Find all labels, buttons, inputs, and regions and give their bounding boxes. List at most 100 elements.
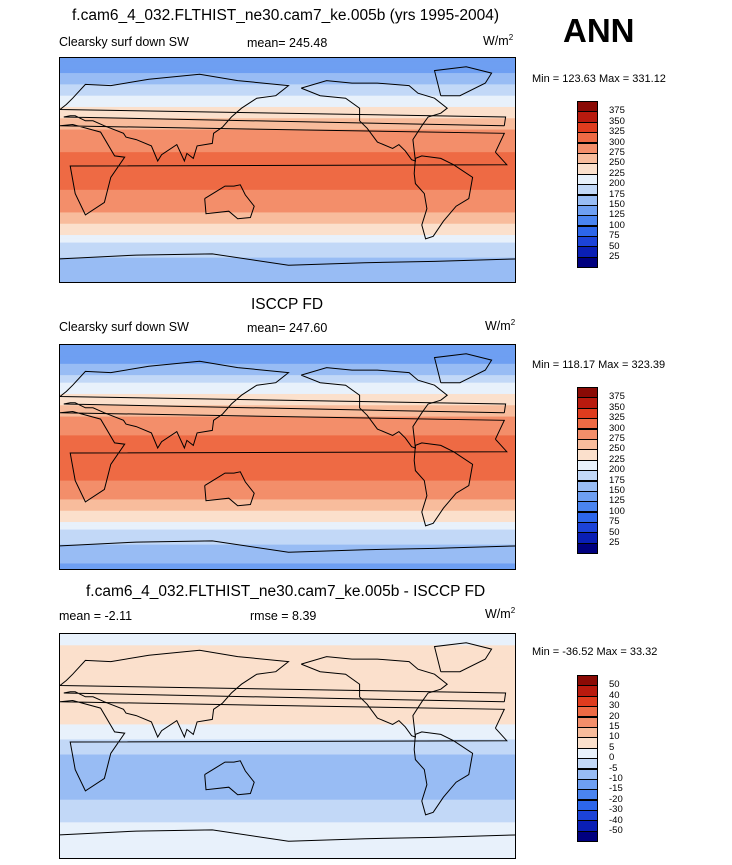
latitude-band [60, 799, 515, 805]
colorbar-tick-label: 50 [609, 240, 620, 252]
latitude-band [60, 193, 515, 198]
latitude-band [60, 76, 515, 82]
panel-2-mean-label: mean= 247.60 [247, 321, 328, 335]
coastline [60, 540, 515, 553]
colorbar-tick-label: 15 [609, 721, 620, 732]
panel-2-map [59, 344, 516, 570]
latitude-band [60, 671, 515, 677]
panel-3-map [59, 633, 516, 859]
colorbar-tick-label: 125 [609, 209, 625, 221]
latitude-band [60, 495, 515, 501]
panel-1-units: W/m2 [483, 33, 514, 49]
latitude-band [60, 679, 515, 684]
coastline [204, 184, 255, 220]
latitude-band [60, 698, 515, 703]
latitude-band [60, 811, 515, 816]
latitude-band [60, 491, 515, 497]
colorbar-tick-label: 200 [609, 178, 625, 190]
latitude-band [60, 458, 515, 463]
latitude-band [60, 401, 515, 406]
latitude-band [60, 652, 515, 658]
latitude-band [60, 103, 515, 108]
latitude-band [60, 159, 515, 165]
latitude-band [60, 814, 515, 820]
latitude-band [60, 223, 515, 229]
latitude-band [60, 412, 515, 418]
latitude-band [60, 525, 515, 531]
latitude-band [60, 634, 515, 639]
latitude-band [60, 537, 515, 542]
panel-2-minmax: Min = 118.17 Max = 323.39 [532, 359, 666, 371]
colorbar-tick-label: 375 [609, 391, 625, 403]
latitude-band [60, 204, 515, 210]
coastline [60, 253, 515, 266]
panel-2-variable-label: Clearsky surf down SW [59, 320, 189, 334]
latitude-band [60, 856, 515, 858]
colorbar-tick-label: 25 [609, 251, 620, 262]
latitude-band [60, 773, 515, 778]
panel-2-title: ISCCP FD [251, 296, 324, 313]
latitude-band [60, 416, 515, 421]
latitude-band [60, 69, 515, 74]
colorbar-tick-label: 150 [609, 485, 625, 496]
panel-3-title: f.cam6_4_032.FLTHIST_ne30.cam7_ke.005b -… [86, 583, 486, 600]
colorbar-tick-label: -15 [609, 783, 623, 795]
latitude-band [60, 844, 515, 850]
latitude-band [60, 272, 515, 278]
latitude-band [60, 219, 515, 225]
latitude-band [60, 171, 515, 176]
colorbar-tick-label: 100 [609, 505, 625, 517]
latitude-band [60, 435, 515, 440]
latitude-band [60, 818, 515, 823]
latitude-band [60, 144, 515, 149]
latitude-band [60, 114, 515, 119]
latitude-band [60, 716, 515, 722]
latitude-band [60, 705, 515, 710]
latitude-band [60, 363, 515, 369]
coastline [433, 642, 493, 673]
colorbar-tick-label: -10 [609, 773, 623, 784]
panel-1-minmax: Min = 123.63 Max = 331.12 [532, 73, 666, 85]
panel-3-rmse-label: rmse = 8.39 [250, 609, 317, 623]
latitude-band [60, 518, 515, 523]
latitude-band [60, 253, 515, 259]
latitude-band [60, 641, 515, 646]
colorbar-tick-label: 275 [609, 147, 625, 158]
panel-1-variable-label: Clearsky surf down SW [59, 35, 189, 49]
latitude-band [60, 461, 515, 467]
latitude-band [60, 728, 515, 733]
latitude-band [60, 656, 515, 661]
colorbar-tick-label: 10 [609, 731, 620, 743]
latitude-band [60, 522, 515, 527]
colorbar-tick-label: 325 [609, 412, 625, 424]
latitude-band [60, 356, 515, 361]
latitude-band [60, 465, 515, 470]
colorbar-tick-label: 50 [609, 526, 620, 538]
coastline [301, 367, 449, 449]
latitude-band [60, 555, 515, 561]
latitude-band [60, 724, 515, 729]
latitude-band [60, 780, 515, 786]
latitude-band [60, 65, 515, 70]
latitude-band [60, 238, 515, 244]
latitude-band [60, 765, 515, 771]
colorbar-tick-label: 75 [609, 516, 620, 528]
latitude-band [60, 637, 515, 643]
colorbar-tick-label: 175 [609, 188, 625, 200]
colorbar-tick-label: 350 [609, 401, 625, 413]
latitude-band [60, 552, 515, 557]
panel-2-colorbar: 25 50 75 100 125 150 175 200 225 250 275 300 325 350 3… [577, 387, 625, 555]
latitude-band [60, 208, 515, 214]
latitude-band [60, 378, 515, 384]
colorbar-tick-label: 225 [609, 167, 625, 179]
latitude-band [60, 852, 515, 857]
latitude-band [60, 61, 515, 67]
latitude-band [60, 129, 515, 134]
latitude-band [60, 503, 515, 508]
latitude-band [60, 484, 515, 489]
latitude-band [60, 178, 515, 183]
colorbar-tick-label: -50 [609, 825, 623, 836]
latitude-band [60, 473, 515, 478]
latitude-band [60, 140, 515, 146]
latitude-band [60, 352, 515, 357]
